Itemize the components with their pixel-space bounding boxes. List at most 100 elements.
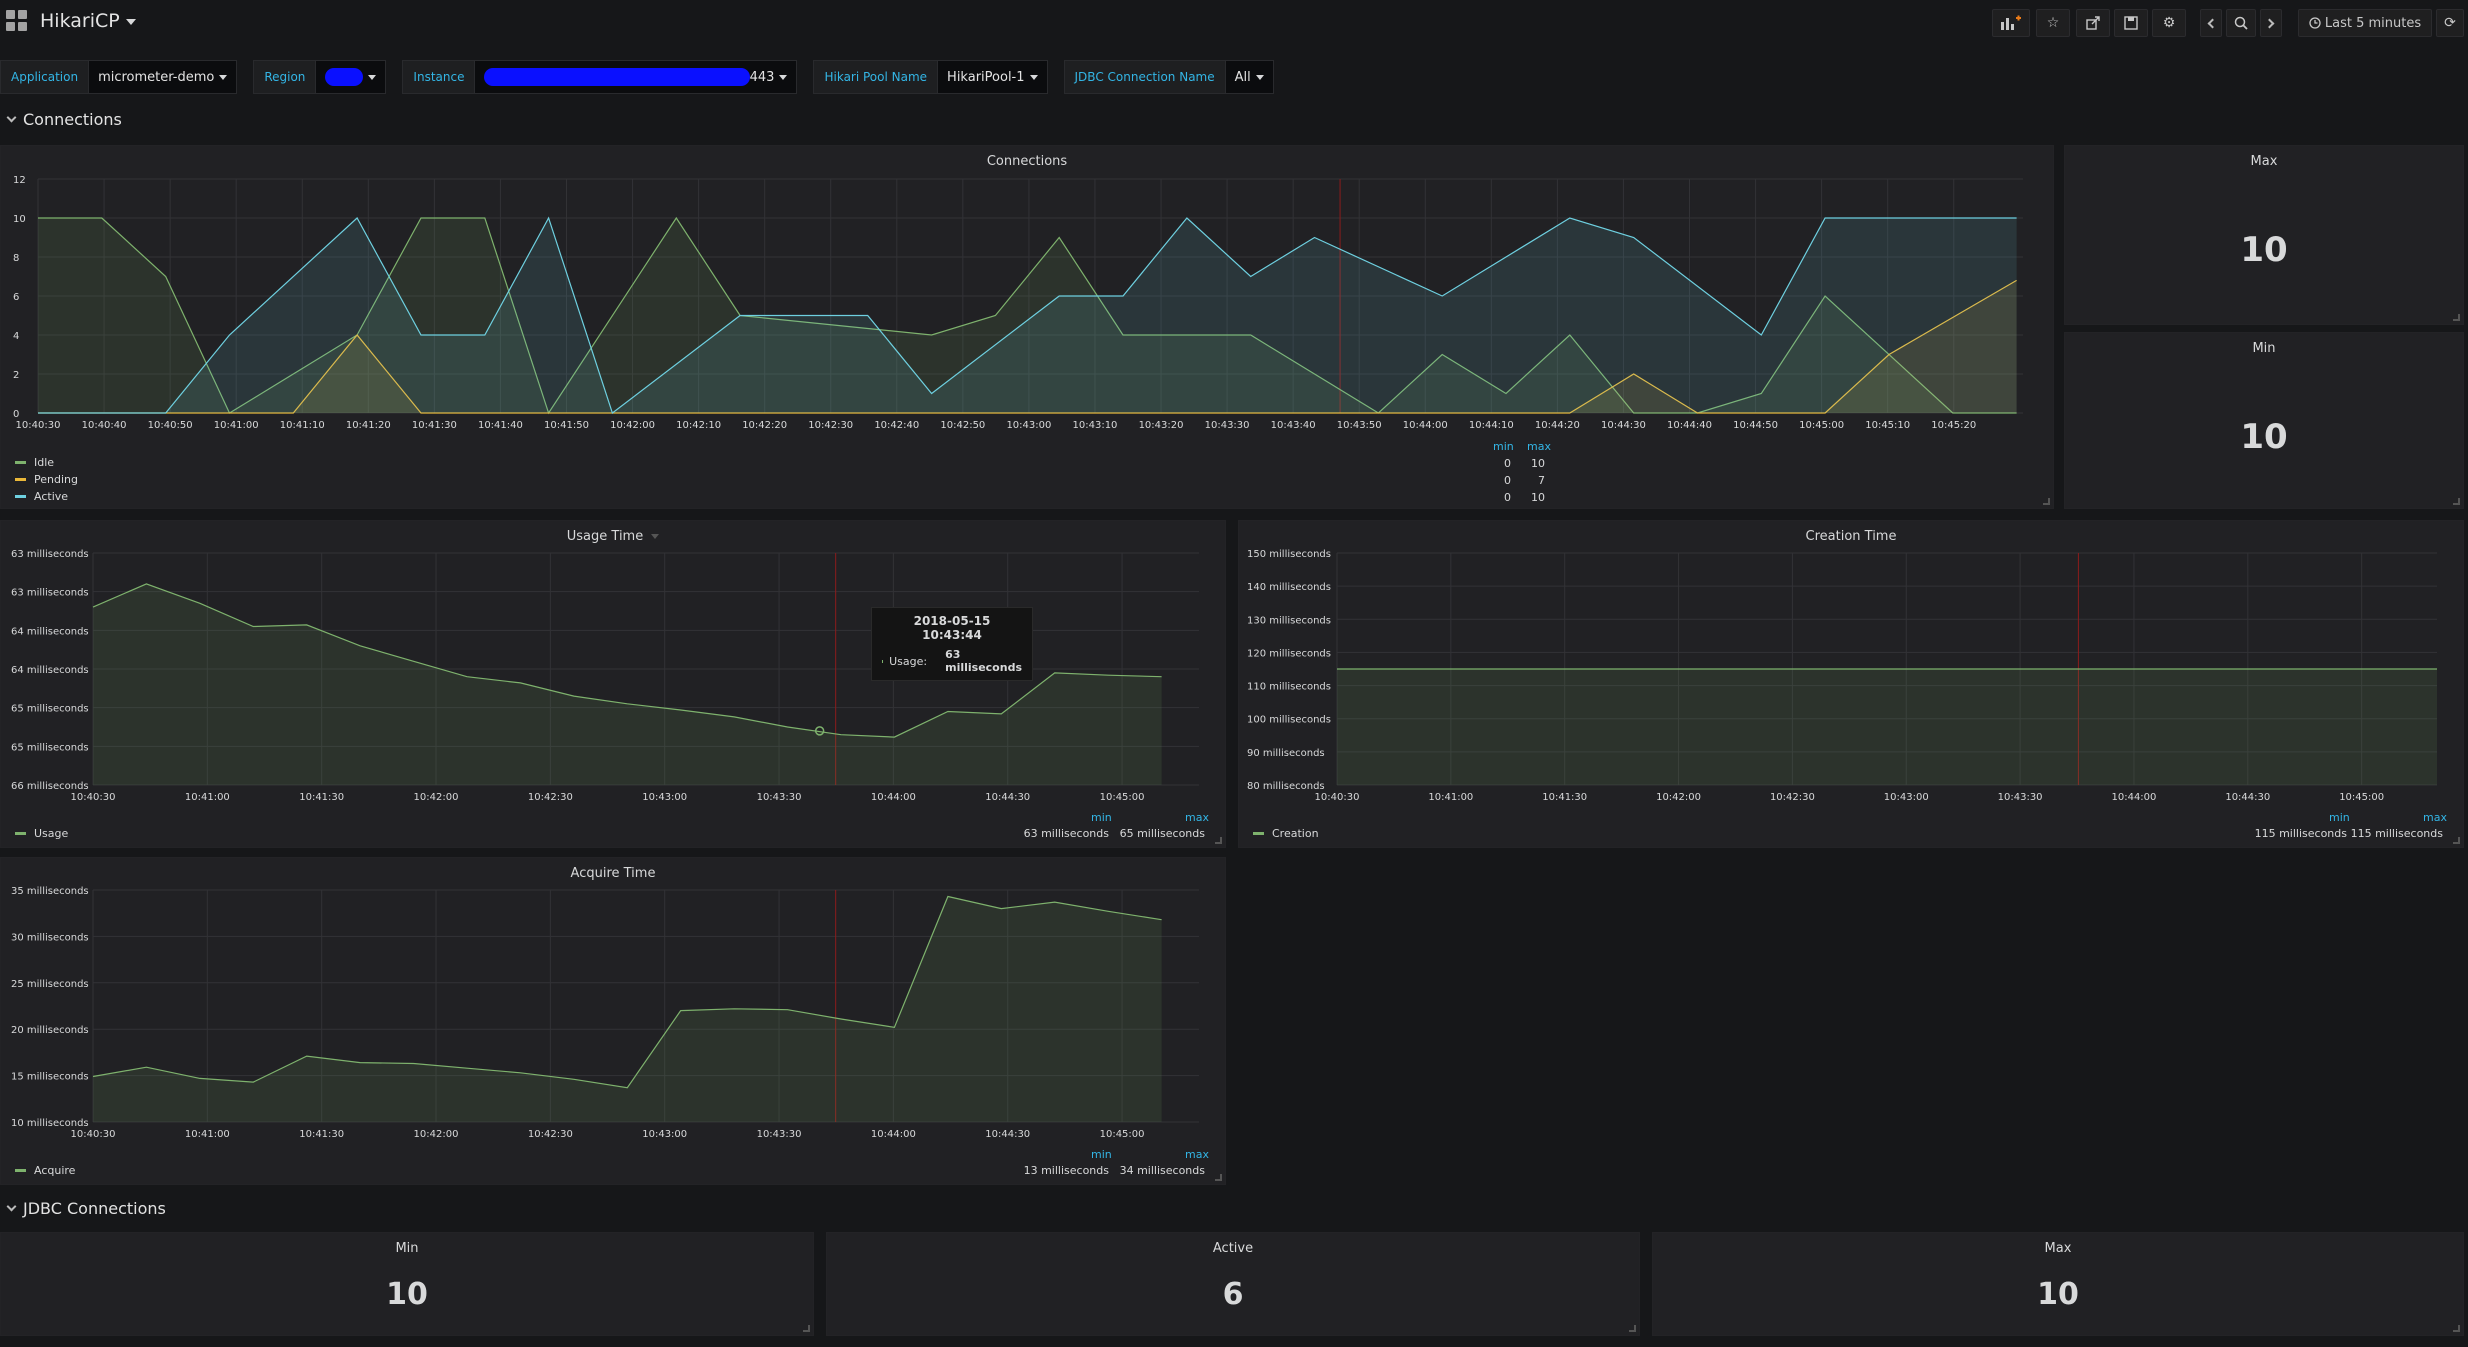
time-picker[interactable]: Last 5 minutes: [2298, 9, 2432, 37]
y-tick-label: 8: [13, 253, 19, 264]
legend-label: Acquire: [34, 1164, 76, 1177]
legend-label: Creation: [1272, 827, 1319, 840]
time-back-button[interactable]: [2200, 9, 2222, 37]
x-tick-label: 10:42:40: [874, 420, 919, 431]
jdbc-stat-active: Active 6: [826, 1232, 1640, 1336]
time-forward-button[interactable]: [2260, 9, 2282, 37]
zoom-out-button[interactable]: [2226, 9, 2256, 37]
legend-item-active[interactable]: Active: [15, 490, 68, 503]
x-tick-label: 10:40:40: [82, 420, 127, 431]
var-select-instance[interactable]: 443: [475, 60, 798, 94]
var-label-jdbc-connection: JDBC Connection Name: [1063, 60, 1226, 94]
panel-title[interactable]: Max: [2044, 1241, 2072, 1256]
x-tick-label: 10:41:50: [544, 420, 589, 431]
share-button[interactable]: [2076, 9, 2110, 37]
x-tick-label: 10:44:30: [1601, 420, 1646, 431]
x-tick-label: 10:43:00: [642, 792, 687, 803]
legend-usage-min: 63 milliseconds: [1023, 827, 1109, 840]
row-jdbc-toggle[interactable]: JDBC Connections: [6, 1199, 166, 1218]
legend-item-acquire[interactable]: Acquire: [15, 1164, 75, 1177]
resize-handle[interactable]: [1629, 1325, 1636, 1332]
save-button[interactable]: [2114, 9, 2148, 37]
x-tick-label: 10:44:40: [1667, 420, 1712, 431]
resize-handle[interactable]: [1215, 837, 1222, 844]
legend-creation-max: 115 milliseconds: [2350, 827, 2443, 840]
var-value-instance: 443: [749, 69, 775, 85]
panel-title[interactable]: Acquire Time: [570, 866, 656, 881]
chevron-down-icon: [779, 74, 788, 80]
panel-title[interactable]: Min: [2252, 341, 2276, 356]
y-tick-label: 80 milliseconds: [1247, 781, 1325, 792]
legend-item-idle[interactable]: Idle: [15, 456, 54, 469]
legend-item-creation[interactable]: Creation: [1253, 827, 1319, 840]
legend-min-header: min: [1091, 811, 1112, 824]
legend-swatch: [15, 832, 26, 835]
legend-pending-min: 0: [1504, 474, 1511, 487]
legend-label: Pending: [34, 473, 78, 486]
x-tick-label: 10:45:20: [1931, 420, 1976, 431]
x-tick-label: 10:41:10: [280, 420, 325, 431]
series-line-acquire: [92, 895, 1162, 1089]
x-tick-label: 10:41:00: [1428, 792, 1473, 803]
resize-handle[interactable]: [2043, 498, 2050, 505]
x-tick-label: 10:45:10: [1865, 420, 1910, 431]
panel-title[interactable]: Connections: [986, 154, 1068, 169]
legend-min-header: min: [1091, 1148, 1112, 1161]
legend-acquire-min: 13 milliseconds: [1023, 1164, 1109, 1177]
resize-handle[interactable]: [2453, 837, 2460, 844]
resize-handle[interactable]: [2453, 314, 2460, 321]
panel-title[interactable]: Active: [1212, 1241, 1254, 1256]
var-select-application[interactable]: micrometer-demo: [89, 60, 238, 94]
template-variables: Application micrometer-demo Region Insta…: [0, 60, 1274, 94]
y-tick-label: 110 milliseconds: [1247, 682, 1331, 693]
y-tick-label: 35 milliseconds: [11, 886, 89, 897]
resize-handle[interactable]: [2453, 1325, 2460, 1332]
legend-swatch: [15, 1169, 26, 1172]
panel-title[interactable]: Max: [2250, 154, 2278, 169]
x-tick-label: 10:42:00: [414, 1129, 459, 1140]
legend-item-pending[interactable]: Pending: [15, 473, 78, 486]
y-tick-label: 90 milliseconds: [1247, 748, 1325, 759]
chevron-left-icon: [2207, 18, 2218, 28]
stat-value: 6: [1222, 1277, 1244, 1312]
add-panel-button[interactable]: [1992, 9, 2030, 37]
y-tick-label: 140 milliseconds: [1247, 582, 1331, 593]
x-tick-label: 10:43:20: [1139, 420, 1184, 431]
settings-button[interactable]: ⚙: [2152, 9, 2186, 37]
y-tick-label: 120 milliseconds: [1247, 648, 1331, 659]
x-tick-label: 10:42:30: [528, 792, 573, 803]
star-icon: ☆: [2046, 15, 2060, 31]
row-connections-toggle[interactable]: Connections: [6, 110, 122, 129]
series-line-active: [38, 216, 2017, 414]
x-tick-label: 10:43:30: [757, 1129, 802, 1140]
x-tick-label: 10:44:00: [871, 792, 916, 803]
panel-title[interactable]: Creation Time: [1805, 529, 1897, 544]
var-value-pool-name: HikariPool-1: [947, 69, 1025, 85]
x-tick-label: 10:41:00: [185, 792, 230, 803]
resize-handle[interactable]: [1215, 1174, 1222, 1181]
var-select-region[interactable]: [316, 60, 387, 94]
var-select-jdbc-connection[interactable]: All: [1225, 60, 1274, 94]
y-tick-label: 12: [13, 175, 26, 186]
resize-handle[interactable]: [2453, 498, 2460, 505]
legend-label: Idle: [34, 456, 55, 469]
var-select-pool-name[interactable]: HikariPool-1: [938, 60, 1048, 94]
x-tick-label: 10:41:30: [1542, 792, 1587, 803]
dashboard-picker[interactable]: HikariCP: [40, 10, 136, 32]
add-panel-icon: [2001, 15, 2021, 30]
panel-title[interactable]: Min: [395, 1241, 419, 1256]
creation-time-chart: 80 milliseconds 90 milliseconds 100 millis…: [1247, 549, 2437, 803]
panel-title-menu[interactable]: Usage Time: [1, 529, 1225, 544]
star-button[interactable]: ☆: [2036, 9, 2070, 37]
chevron-down-icon: [651, 534, 660, 539]
resize-handle[interactable]: [803, 1325, 810, 1332]
legend-item-usage[interactable]: Usage: [15, 827, 68, 840]
grafana-menu-icon[interactable]: [6, 10, 28, 32]
legend-max-header: max: [1185, 1148, 1209, 1161]
refresh-button[interactable]: ⟳: [2436, 9, 2464, 37]
jdbc-stat-max: Max 10: [1652, 1232, 2464, 1336]
x-tick-label: 10:43:30: [1998, 792, 2043, 803]
y-tick-label: 100 milliseconds: [1247, 715, 1331, 726]
series-area-idle: [38, 218, 2017, 413]
legend-idle-min: 0: [1504, 457, 1511, 470]
